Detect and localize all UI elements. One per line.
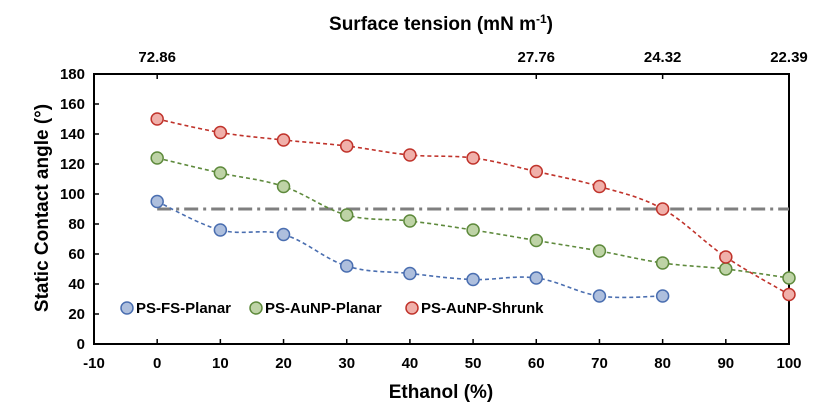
x-tick-label: 30 bbox=[338, 355, 355, 372]
data-point bbox=[655, 202, 670, 216]
data-point bbox=[403, 266, 417, 281]
data-point bbox=[592, 179, 607, 194]
series-ps-fs-planar bbox=[150, 194, 670, 303]
x-axis-ticks: -10 0 10 20 30 40 50 60 70 80 90 100 bbox=[83, 339, 802, 372]
x-axis-title: Ethanol (%) bbox=[389, 382, 494, 403]
data-point bbox=[213, 166, 228, 180]
top-axis-title: Surface tension (mN m-1) bbox=[329, 12, 553, 35]
data-point bbox=[276, 227, 291, 242]
data-point bbox=[529, 164, 544, 179]
data-point bbox=[403, 148, 417, 162]
data-point bbox=[655, 256, 670, 270]
data-point bbox=[403, 214, 417, 228]
series-ps-aunp-planar bbox=[150, 151, 796, 285]
data-point bbox=[529, 271, 544, 285]
x-tick-label: -10 bbox=[83, 355, 105, 372]
data-point bbox=[213, 223, 228, 237]
data-point bbox=[782, 287, 796, 302]
legend: PS-FS-Planar PS-AuNP-Planar PS-AuNP-Shrunk bbox=[120, 300, 544, 317]
legend-marker bbox=[405, 301, 419, 315]
legend-marker bbox=[120, 301, 134, 315]
x-tick-label: 20 bbox=[275, 355, 292, 372]
top-axis-title-main: Surface tension (mN m bbox=[329, 14, 536, 35]
y-tick-label: 60 bbox=[68, 246, 85, 263]
top-tick-label: 27.76 bbox=[517, 49, 555, 66]
data-point bbox=[466, 223, 480, 237]
x-tick-label: 10 bbox=[212, 355, 229, 372]
legend-item: PS-FS-Planar bbox=[120, 300, 231, 317]
data-point bbox=[150, 112, 164, 126]
legend-label: PS-AuNP-Planar bbox=[265, 300, 382, 317]
data-point bbox=[655, 289, 670, 303]
data-point bbox=[339, 259, 354, 273]
legend-label: PS-FS-Planar bbox=[136, 300, 231, 317]
top-axis-title-superscript: -1 bbox=[536, 12, 547, 26]
data-point bbox=[466, 272, 480, 287]
y-tick-label: 40 bbox=[68, 276, 85, 293]
data-point bbox=[213, 125, 228, 140]
data-point bbox=[719, 262, 733, 276]
legend-marker bbox=[249, 301, 263, 315]
series-ps-aunp-shrunk bbox=[150, 112, 796, 302]
legend-item: PS-AuNP-Shrunk bbox=[405, 300, 544, 317]
x-tick-label: 0 bbox=[153, 355, 161, 372]
legend-item: PS-AuNP-Planar bbox=[249, 300, 382, 317]
data-point bbox=[150, 194, 164, 209]
y-tick-label: 140 bbox=[60, 126, 85, 143]
top-axis-ticks: 72.86 27.76 24.32 22.39 bbox=[138, 49, 808, 79]
series-line bbox=[157, 118, 790, 296]
data-point bbox=[339, 208, 354, 222]
y-tick-label: 0 bbox=[77, 336, 85, 353]
y-tick-label: 20 bbox=[68, 306, 85, 323]
data-point bbox=[276, 179, 291, 194]
top-axis-title-suffix: ) bbox=[547, 14, 553, 35]
data-point bbox=[276, 133, 291, 147]
legend-label: PS-AuNP-Shrunk bbox=[421, 300, 544, 317]
top-tick-label: 24.32 bbox=[644, 49, 682, 66]
x-tick-label: 40 bbox=[402, 355, 419, 372]
x-tick-label: 80 bbox=[654, 355, 671, 372]
x-tick-label: 50 bbox=[465, 355, 482, 372]
data-point bbox=[339, 139, 354, 153]
x-tick-label: 100 bbox=[776, 355, 801, 372]
x-tick-label: 70 bbox=[591, 355, 608, 372]
y-axis-ticks: 0 20 40 60 80 100 120 140 160 180 bbox=[60, 66, 99, 353]
data-point bbox=[719, 250, 733, 264]
series-layer bbox=[150, 112, 796, 303]
series-line bbox=[156, 157, 790, 279]
data-point bbox=[529, 233, 544, 248]
y-tick-label: 160 bbox=[60, 96, 85, 113]
data-point bbox=[466, 151, 480, 165]
y-tick-label: 100 bbox=[60, 186, 85, 203]
y-tick-label: 120 bbox=[60, 156, 85, 173]
y-axis-title: Static Contact angle (°) bbox=[32, 104, 53, 312]
top-tick-label: 72.86 bbox=[138, 49, 176, 66]
top-tick-label: 22.39 bbox=[770, 49, 808, 66]
data-point bbox=[592, 289, 607, 303]
data-point bbox=[150, 151, 164, 165]
data-point bbox=[782, 271, 796, 285]
x-tick-label: 90 bbox=[717, 355, 734, 372]
data-point bbox=[592, 244, 607, 258]
y-tick-label: 80 bbox=[68, 216, 85, 233]
y-tick-label: 180 bbox=[60, 66, 85, 83]
x-tick-label: 60 bbox=[528, 355, 545, 372]
